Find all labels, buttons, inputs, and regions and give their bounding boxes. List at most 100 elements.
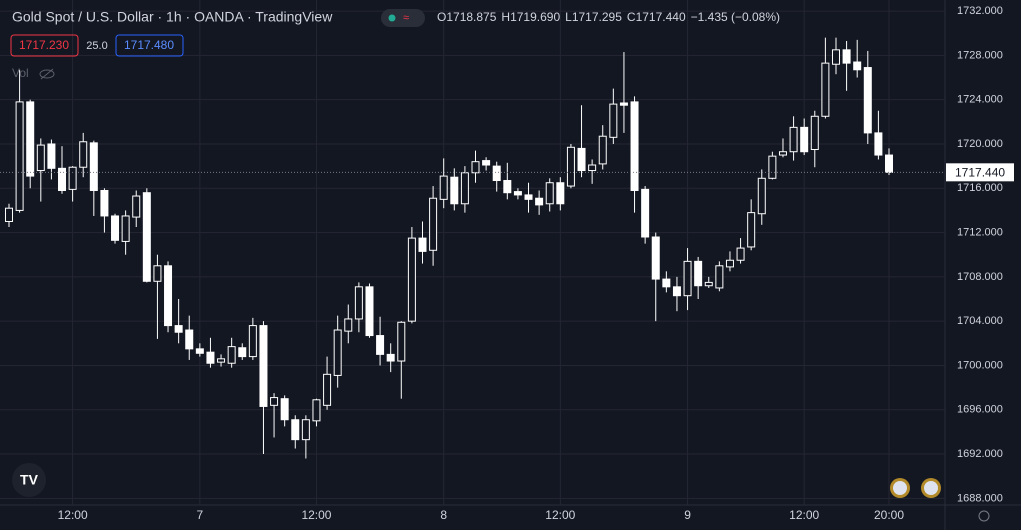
candle-body: [619, 102, 628, 106]
candle-body: [725, 259, 734, 268]
y-tick-label: 1724.000: [957, 94, 1003, 106]
last-price-label: 1717.440: [955, 165, 1005, 179]
candle-body: [291, 419, 300, 441]
candle-body: [513, 191, 522, 196]
hide-icon[interactable]: [39, 68, 55, 80]
candle-body: [301, 419, 310, 441]
candle-body: [662, 278, 671, 288]
candle-body: [47, 143, 56, 169]
candle-body: [768, 155, 777, 179]
spread: 25.0: [86, 40, 107, 52]
candle-body: [206, 351, 215, 364]
y-tick-label: 1704.000: [957, 315, 1003, 327]
ask[interactable]: 1717.480: [124, 38, 174, 52]
candle-body: [259, 325, 268, 407]
ohlc-key: L: [565, 10, 572, 24]
candle-body: [874, 132, 883, 156]
candle-body: [365, 286, 374, 337]
candle-body: [344, 318, 353, 332]
candle-body: [810, 115, 819, 151]
candle-body: [26, 101, 35, 177]
y-tick-label: 1732.000: [957, 5, 1003, 17]
y-tick-label: 1692.000: [957, 448, 1003, 460]
candle-body: [566, 146, 575, 187]
candle-body: [831, 49, 840, 65]
bid-box[interactable]: [10, 34, 79, 57]
candle-body: [588, 164, 597, 172]
candle-body: [323, 373, 332, 406]
settings-icon[interactable]: [978, 510, 990, 522]
candle-body: [270, 397, 279, 406]
y-tick-label: 1688.000: [957, 492, 1003, 504]
candle-body: [535, 197, 544, 206]
candle-body: [863, 67, 872, 134]
candle-body: [429, 197, 438, 251]
ohlc-value: 1717.440: [636, 10, 686, 24]
candle-body: [386, 353, 395, 362]
candle-body: [450, 176, 459, 205]
candle-body: [842, 49, 851, 64]
y-tick-label: 1720.000: [957, 138, 1003, 150]
y-tick-label: 1700.000: [957, 359, 1003, 371]
candle-body: [68, 166, 77, 190]
x-tick-label: 8: [440, 508, 447, 522]
candle-body: [821, 62, 830, 117]
candle-body: [36, 144, 45, 172]
candle-body: [195, 348, 204, 354]
candles: [5, 37, 893, 459]
candle-body: [694, 260, 703, 287]
candle-body: [757, 177, 766, 215]
candle-body: [577, 147, 586, 172]
y-tick-label: 1716.000: [957, 182, 1003, 194]
x-tick-label: 12:00: [58, 508, 88, 522]
candle-body: [354, 286, 363, 320]
ohlc-value: 1717.295: [572, 10, 622, 24]
candle-body: [376, 335, 385, 355]
candle-body: [609, 103, 618, 138]
market-open-dot: [388, 14, 396, 22]
candle-body: [79, 141, 88, 168]
candle-body: [397, 321, 406, 362]
candle-body: [142, 192, 151, 282]
bid[interactable]: 1717.230: [19, 38, 69, 52]
candle-body: [439, 175, 448, 200]
candle-body: [111, 215, 120, 241]
tradingview-logo[interactable]: TV: [12, 463, 46, 497]
ohlc-key: C: [627, 10, 636, 24]
volume-label: Vol: [12, 66, 29, 80]
candle-body: [280, 398, 289, 421]
candle-body: [651, 236, 660, 280]
candle-body: [545, 182, 554, 205]
candle-body: [471, 161, 480, 174]
candle-body: [185, 329, 194, 350]
candle-body: [121, 215, 130, 242]
ohlc-values: O 1718.875 H 1719.690 L 1717.295 C 1717.440: [437, 10, 686, 24]
ohlc-value: 1718.875: [446, 10, 496, 24]
candle-body: [132, 195, 141, 218]
candle-body: [641, 188, 650, 238]
event-icons[interactable]: [890, 478, 941, 498]
x-tick-label: 12:00: [789, 508, 819, 522]
change: −1.435 (−0.08%): [691, 10, 780, 24]
candle-body: [492, 165, 501, 182]
candle-body: [248, 325, 257, 358]
candle-body: [704, 281, 713, 287]
x-tick-label: 20:00: [874, 508, 904, 522]
y-tick-label: 1708.000: [957, 271, 1003, 283]
ohlc-key: O: [437, 10, 446, 24]
ohlc-key: H: [501, 10, 510, 24]
y-tick-label: 1728.000: [957, 49, 1003, 61]
candle-body: [672, 286, 681, 297]
candle-body: [164, 265, 173, 327]
y-tick-label: 1712.000: [957, 226, 1003, 238]
svg-text:TV: TV: [20, 472, 39, 488]
candle-body: [418, 237, 427, 252]
x-tick-label: 12:00: [301, 508, 331, 522]
chart-title: Gold Spot / U.S. Dollar · 1h · OANDA · T…: [12, 9, 333, 25]
candle-body: [524, 194, 533, 200]
alert-icon: ≈: [403, 12, 409, 24]
candle-body: [227, 346, 236, 364]
ask-box[interactable]: [115, 34, 184, 57]
